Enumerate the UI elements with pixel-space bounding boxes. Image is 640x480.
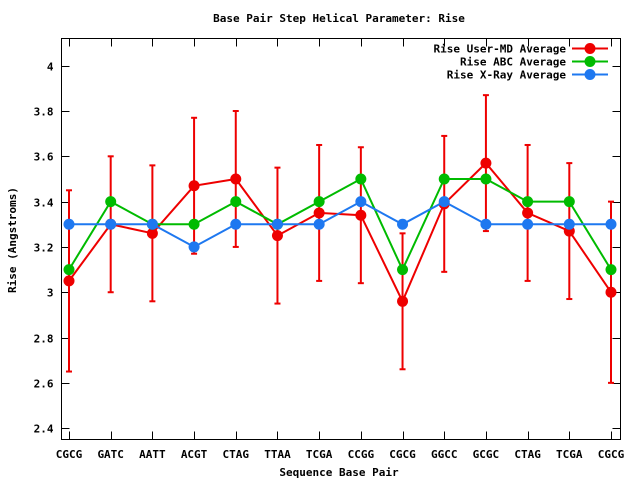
data-point bbox=[63, 275, 75, 287]
data-point bbox=[605, 218, 617, 230]
data-point bbox=[480, 173, 492, 185]
y-tick-label: 3 bbox=[47, 287, 54, 300]
chart-title: Base Pair Step Helical Parameter: Rise bbox=[213, 12, 465, 25]
data-point bbox=[605, 264, 617, 276]
data-point bbox=[397, 264, 409, 276]
x-tick-label: CTAG bbox=[223, 448, 250, 461]
x-tick-label: AATT bbox=[139, 448, 166, 461]
data-point bbox=[438, 196, 450, 208]
data-point bbox=[355, 209, 367, 221]
data-point bbox=[563, 196, 575, 208]
x-tick-label: TCGA bbox=[556, 448, 583, 461]
y-tick-label: 2.4 bbox=[34, 423, 54, 436]
x-tick-label: CGCG bbox=[56, 448, 83, 461]
data-point bbox=[563, 218, 575, 230]
x-tick-label: GATC bbox=[97, 448, 124, 461]
data-point bbox=[313, 207, 325, 219]
x-tick-label: GCGC bbox=[473, 448, 500, 461]
data-point bbox=[522, 207, 534, 219]
data-point bbox=[146, 218, 158, 230]
y-tick-label: 2.8 bbox=[34, 333, 54, 346]
data-point bbox=[188, 180, 200, 192]
x-tick-label: TCGA bbox=[306, 448, 333, 461]
legend-label: Rise X-Ray Average bbox=[447, 69, 567, 82]
x-tick-labels: CGCG GATC AATT ACGT CTAG TTAA TCGA CCGG CGCG GGCC… bbox=[56, 448, 625, 461]
y-tick-label: 3.2 bbox=[34, 242, 54, 255]
y-axis-label: Rise (Angstroms) bbox=[6, 187, 19, 293]
data-point bbox=[397, 218, 409, 230]
data-point bbox=[188, 218, 200, 230]
y-tick-labels: 2.4 2.6 2.8 3 3.2 3.4 3.6 3.8 4 bbox=[34, 61, 54, 436]
data-point bbox=[438, 173, 450, 185]
legend-marker bbox=[584, 56, 596, 67]
series-layer bbox=[63, 94, 617, 384]
legend-label: Rise ABC Average bbox=[460, 56, 566, 69]
data-point bbox=[63, 218, 75, 230]
y-tick-label: 3.6 bbox=[34, 151, 54, 164]
data-point bbox=[230, 218, 242, 230]
data-point bbox=[105, 218, 117, 230]
y-tick-label: 4 bbox=[47, 61, 54, 74]
data-point bbox=[63, 264, 75, 276]
x-tick-label: CGCG bbox=[389, 448, 416, 461]
data-point bbox=[230, 196, 242, 208]
y-tick-label: 3.8 bbox=[34, 106, 54, 119]
data-point bbox=[230, 173, 242, 185]
axis-ticks bbox=[61, 38, 621, 440]
data-point bbox=[480, 218, 492, 230]
series-line bbox=[68, 177, 612, 272]
y-tick-label: 2.6 bbox=[34, 378, 54, 391]
data-point bbox=[313, 218, 325, 230]
data-point bbox=[313, 196, 325, 208]
data-point bbox=[271, 218, 283, 230]
data-point bbox=[188, 241, 200, 253]
x-tick-label: CGCG bbox=[598, 448, 625, 461]
series-2 bbox=[63, 173, 617, 276]
data-point bbox=[271, 230, 283, 242]
x-tick-label: CTAG bbox=[514, 448, 541, 461]
data-point bbox=[355, 173, 367, 185]
data-point bbox=[355, 196, 367, 208]
y-tick-label: 3.4 bbox=[34, 197, 54, 210]
legend-label: Rise User-MD Average bbox=[434, 43, 567, 56]
series-3 bbox=[63, 196, 617, 253]
x-axis-label: Sequence Base Pair bbox=[279, 466, 399, 479]
data-point bbox=[522, 196, 534, 208]
data-point bbox=[105, 196, 117, 208]
data-point bbox=[522, 218, 534, 230]
data-point bbox=[146, 227, 158, 239]
data-point bbox=[605, 286, 617, 298]
x-tick-label: ACGT bbox=[181, 448, 208, 461]
x-tick-label: CCGG bbox=[348, 448, 375, 461]
series-1 bbox=[63, 94, 617, 384]
data-point bbox=[397, 295, 409, 307]
data-point bbox=[480, 157, 492, 169]
x-tick-label: TTAA bbox=[264, 448, 291, 461]
legend-marker bbox=[584, 43, 596, 54]
legend-marker bbox=[584, 69, 596, 80]
plot-frame bbox=[61, 38, 621, 440]
x-tick-label: GGCC bbox=[431, 448, 458, 461]
series-line bbox=[69, 200, 611, 249]
